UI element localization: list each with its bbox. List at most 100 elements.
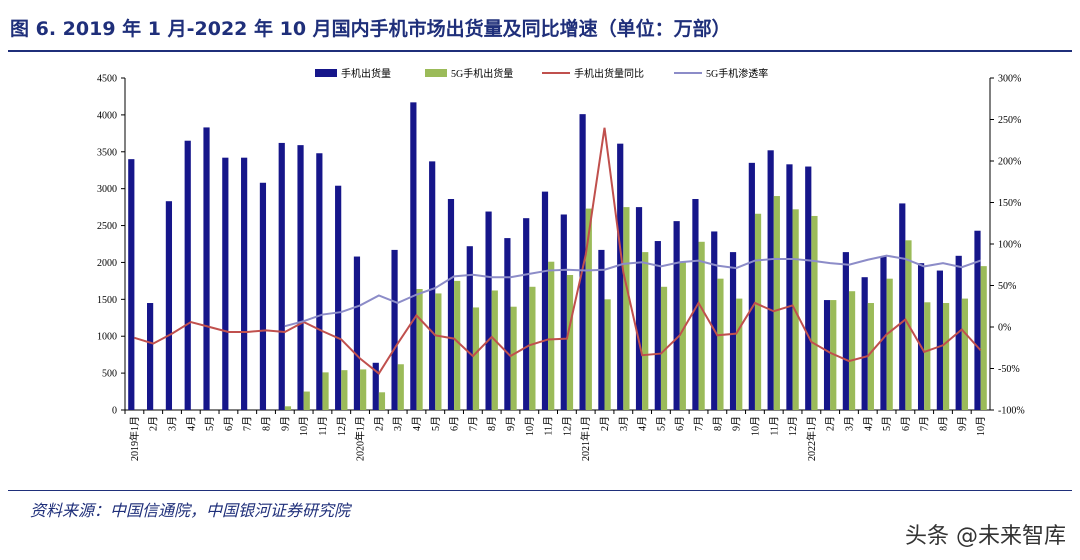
y2-tick-label: 300%: [998, 74, 1021, 85]
x-tick-label: 11月: [768, 416, 780, 436]
bar: [435, 293, 442, 410]
x-tick-label: 9月: [731, 416, 743, 431]
x-tick-label: 12月: [787, 416, 799, 436]
x-tick-label: 3月: [167, 416, 179, 431]
bar: [899, 203, 906, 410]
bar: [447, 198, 455, 410]
x-tick-label: 2022年1月: [805, 416, 818, 461]
bar: [529, 286, 536, 410]
line: [284, 254, 981, 328]
x-tick-label: 5月: [881, 416, 893, 431]
bar: [579, 114, 586, 410]
bar: [886, 278, 893, 410]
watermark: 头条 @未来智库: [905, 524, 1066, 549]
x-tick-label: 4月: [637, 416, 649, 431]
bar: [566, 274, 574, 410]
bar: [635, 207, 643, 410]
x-tick-label: 3月: [843, 416, 855, 431]
bar: [673, 221, 680, 410]
x-tick-label: 7月: [242, 416, 254, 431]
bar: [736, 298, 743, 410]
bar: [454, 280, 461, 410]
legend-swatch: [315, 69, 337, 77]
bar: [848, 291, 856, 410]
bar: [504, 238, 511, 410]
x-tick-label: 2月: [148, 416, 160, 431]
y-tick-label: 0: [112, 406, 117, 417]
y2-tick-label: 0%: [998, 323, 1011, 334]
rule: [8, 490, 1072, 491]
x-tick-label: 9月: [279, 416, 291, 431]
bar: [128, 159, 135, 410]
bar: [541, 191, 549, 410]
bar: [642, 252, 649, 410]
bar: [805, 166, 812, 410]
x-tick-label: 10月: [298, 416, 310, 436]
bar: [623, 207, 630, 410]
y2-tick-label: 150%: [998, 198, 1021, 209]
bar: [510, 306, 517, 410]
x-tick-label: 2月: [373, 416, 385, 431]
y2-tick-label: -100%: [998, 406, 1025, 417]
legend-label: 5G手机出货量: [451, 67, 513, 80]
x-tick-label: 6月: [900, 416, 912, 431]
bar: [548, 261, 555, 410]
bar: [278, 142, 285, 410]
bar: [372, 362, 379, 410]
bar: [961, 298, 968, 410]
bar: [491, 290, 498, 410]
bar: [429, 161, 436, 410]
bar: [748, 162, 755, 410]
x-tick-label: 8月: [937, 416, 949, 431]
bar: [617, 143, 624, 410]
x-tick-label: 9月: [956, 416, 968, 431]
y-tick-label: 2500: [97, 221, 117, 232]
source-note: 资料来源：中国信通院，中国银河证券研究院: [30, 501, 351, 520]
x-tick-label: 7月: [693, 416, 705, 431]
legend-label: 5G手机渗透率: [706, 67, 768, 80]
bar: [598, 249, 605, 410]
bar: [842, 252, 849, 410]
bar: [378, 392, 386, 410]
x-tick-label: 8月: [486, 416, 498, 431]
bar: [867, 303, 874, 410]
x-tick-label: 11月: [543, 416, 555, 436]
bar: [165, 201, 173, 410]
x-tick-label: 6月: [223, 416, 235, 431]
bar: [660, 286, 668, 410]
x-tick-label: 2月: [825, 416, 837, 431]
bar: [679, 262, 686, 410]
bar: [729, 252, 737, 410]
x-tick-label: 4月: [862, 416, 874, 431]
bar: [711, 231, 718, 410]
x-tick-label: 7月: [919, 416, 931, 431]
bar: [184, 140, 191, 410]
y2-tick-label: 200%: [998, 157, 1021, 168]
x-tick-label: 11月: [317, 416, 329, 436]
bar: [924, 302, 931, 410]
bar: [203, 127, 210, 410]
bar: [773, 196, 780, 410]
bar: [880, 256, 887, 410]
bar: [980, 266, 987, 410]
y-tick-label: 500: [102, 369, 117, 380]
x-tick-label: 10月: [975, 416, 987, 436]
bar: [259, 182, 267, 410]
x-tick-label: 10月: [524, 416, 536, 436]
x-tick-label: 2020年1月: [354, 416, 367, 461]
bar: [585, 208, 592, 410]
bar: [754, 213, 762, 410]
y-tick-label: 4000: [97, 110, 117, 121]
x-tick-label: 4月: [411, 416, 423, 431]
bar: [560, 214, 567, 410]
x-tick-label: 5月: [655, 416, 667, 431]
bar: [917, 263, 925, 410]
chart: 0 500 1000 1500 2000 2500 3000 3500 4000 4500 -100…: [97, 67, 1025, 461]
bar: [861, 277, 868, 410]
y-tick-label: 1500: [97, 295, 117, 306]
x-tick-label: 3月: [618, 416, 630, 431]
x-tick-label: 6月: [674, 416, 686, 431]
legend-swatch: [425, 69, 447, 77]
bar: [823, 300, 831, 410]
